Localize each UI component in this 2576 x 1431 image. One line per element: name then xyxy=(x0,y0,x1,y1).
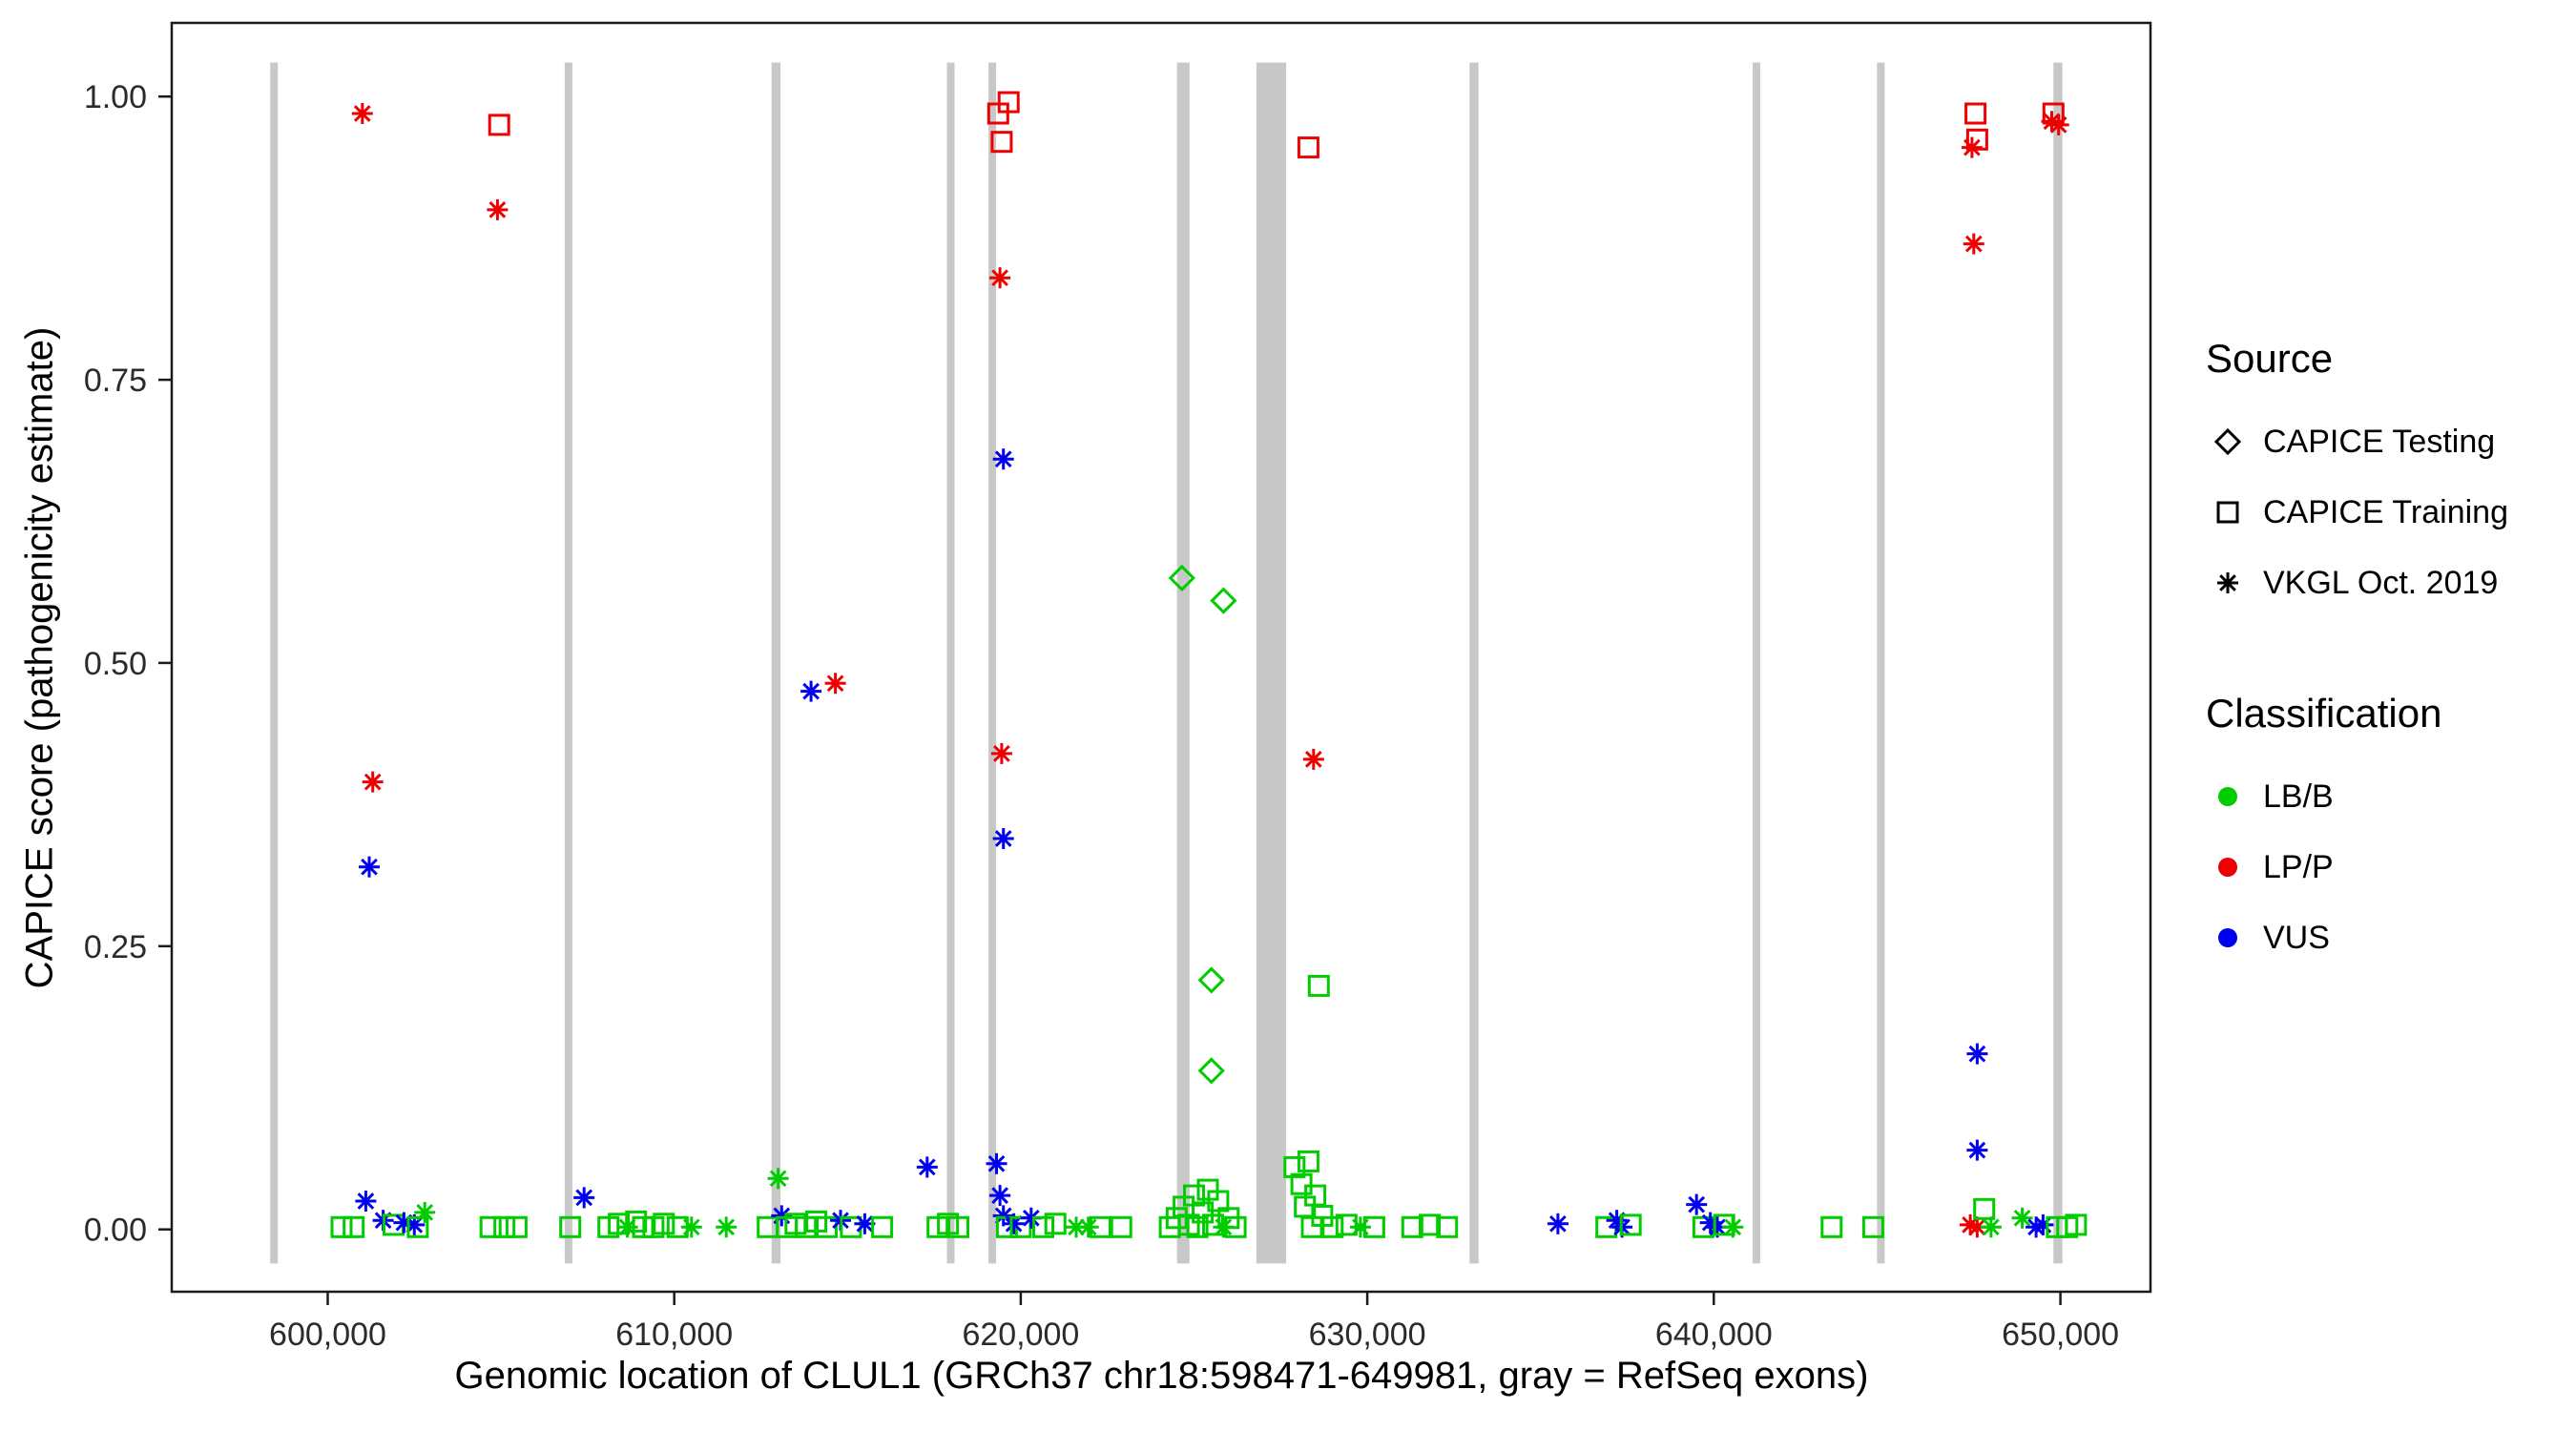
legend: Source CAPICE Testing CAPICE Training VK… xyxy=(2206,336,2508,973)
legend-source-section: Source CAPICE Testing CAPICE Training VK… xyxy=(2206,336,2508,618)
svg-text:0.50: 0.50 xyxy=(84,646,147,682)
legend-item-label: LP/P xyxy=(2263,848,2334,885)
legend-item-lpp: LP/P xyxy=(2206,832,2508,902)
svg-text:0.00: 0.00 xyxy=(84,1213,147,1249)
svg-text:620,000: 620,000 xyxy=(962,1317,1079,1353)
legend-item-label: VUS xyxy=(2263,919,2330,956)
y-axis-title: CAPICE score (pathogenicity estimate) xyxy=(18,326,61,988)
svg-text:630,000: 630,000 xyxy=(1309,1317,1426,1353)
legend-item-vkgl: VKGL Oct. 2019 xyxy=(2206,548,2508,618)
legend-item-label: CAPICE Testing xyxy=(2263,423,2496,460)
green-dot-icon xyxy=(2206,775,2250,819)
svg-text:610,000: 610,000 xyxy=(615,1317,733,1353)
svg-text:1.00: 1.00 xyxy=(84,79,147,115)
asterisk-icon xyxy=(2206,561,2250,605)
legend-item-label: LB/B xyxy=(2263,778,2334,815)
svg-text:0.75: 0.75 xyxy=(84,363,147,399)
x-axis-title: Genomic location of CLUL1 (GRCh37 chr18:… xyxy=(454,1355,1869,1397)
legend-item-label: CAPICE Training xyxy=(2263,493,2508,530)
blue-dot-icon xyxy=(2206,916,2250,960)
legend-source-title: Source xyxy=(2206,336,2334,381)
svg-text:640,000: 640,000 xyxy=(1655,1317,1773,1353)
legend-item-capice-training: CAPICE Training xyxy=(2206,477,2508,548)
legend-item-vus: VUS xyxy=(2206,902,2508,973)
svg-text:600,000: 600,000 xyxy=(269,1317,386,1353)
y-axis-title-box: CAPICE score (pathogenicity estimate) xyxy=(0,23,80,1292)
legend-classification-section: Classification LB/B LP/P VUS xyxy=(2206,691,2508,973)
legend-item-capice-testing: CAPICE Testing xyxy=(2206,406,2508,477)
square-icon xyxy=(2206,490,2250,534)
legend-classification-title: Classification xyxy=(2206,691,2442,736)
svg-text:0.25: 0.25 xyxy=(84,929,147,965)
diamond-icon xyxy=(2206,420,2250,464)
svg-text:650,000: 650,000 xyxy=(2002,1317,2119,1353)
legend-item-lbb: LB/B xyxy=(2206,761,2508,832)
legend-item-label: VKGL Oct. 2019 xyxy=(2263,564,2499,601)
red-dot-icon xyxy=(2206,845,2250,889)
